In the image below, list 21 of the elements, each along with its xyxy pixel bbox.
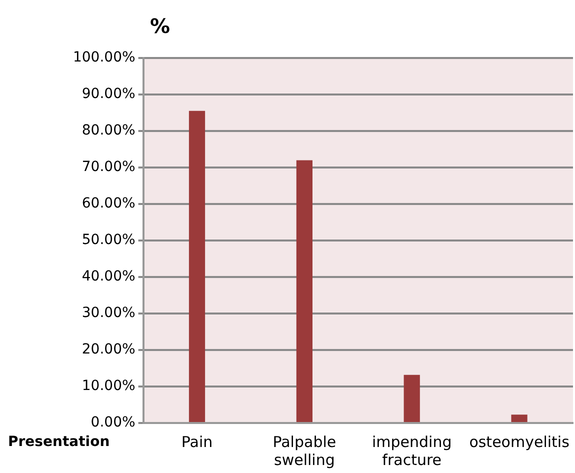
y-tick-label: 60.00% [82,196,136,212]
y-tick-label: 30.00% [82,305,136,322]
y-tick-label: 100.00% [72,50,136,66]
y-axis-title: % [150,14,170,38]
y-tick-label: 50.00% [82,232,136,248]
y-tick-label: 10.00% [82,378,136,394]
bar [404,374,420,422]
x-tick-label: osteomyelitis [469,432,570,451]
y-tick-label: 70.00% [82,159,136,176]
x-tick-label: Palpable swelling [272,432,336,469]
y-tick-label: 0.00% [90,414,136,431]
y-tick-label: 90.00% [82,86,136,102]
x-axis-title: Presentation [8,434,110,450]
bar [188,110,206,422]
x-tick-label: Pain [181,432,213,451]
x-tick-label: impending fracture [372,432,452,469]
y-tick-label: 80.00% [82,122,136,139]
bar [511,414,528,422]
y-tick-label: 20.00% [82,342,136,358]
bar [296,160,312,422]
y-tick-label: 40.00% [82,268,136,285]
